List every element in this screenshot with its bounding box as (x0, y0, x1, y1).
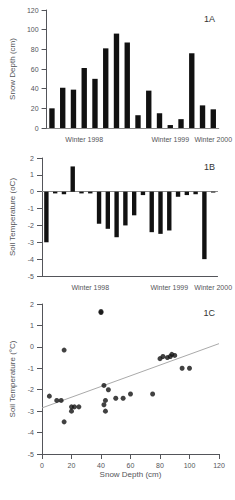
svg-text:120: 120 (27, 7, 39, 14)
svg-text:-2: -2 (28, 222, 34, 229)
svg-text:1C: 1C (203, 308, 215, 318)
svg-text:100: 100 (27, 26, 39, 33)
svg-text:-1: -1 (28, 205, 34, 212)
svg-text:0: 0 (30, 188, 34, 195)
svg-text:-5: -5 (28, 451, 34, 458)
svg-text:100: 100 (184, 462, 196, 469)
svg-text:1B: 1B (204, 162, 215, 172)
svg-text:2: 2 (30, 155, 34, 162)
svg-text:-4: -4 (28, 256, 34, 263)
svg-text:Snow Depth (cm): Snow Depth (cm) (100, 470, 162, 479)
svg-text:0: 0 (35, 125, 39, 132)
svg-text:40: 40 (97, 462, 105, 469)
svg-text:20: 20 (68, 462, 76, 469)
svg-text:-1: -1 (28, 365, 34, 372)
svg-text:120: 120 (213, 462, 225, 469)
svg-text:0: 0 (30, 343, 34, 350)
svg-text:80: 80 (31, 46, 39, 53)
svg-text:Winter 1999: Winter 1999 (150, 284, 188, 291)
svg-text:Winter 1998: Winter 1998 (71, 284, 109, 291)
svg-text:-3: -3 (28, 408, 34, 415)
svg-text:1A: 1A (204, 14, 215, 24)
svg-text:Winter 2000: Winter 2000 (194, 284, 232, 291)
svg-text:20: 20 (31, 105, 39, 112)
svg-text:60: 60 (31, 66, 39, 73)
svg-text:-3: -3 (28, 239, 34, 246)
svg-text:-5: -5 (28, 273, 34, 280)
svg-text:2: 2 (30, 301, 34, 308)
svg-text:Snow Depth (cm): Snow Depth (cm) (8, 38, 17, 100)
svg-text:80: 80 (156, 462, 164, 469)
svg-text:0: 0 (40, 462, 44, 469)
svg-text:Winter 1999: Winter 1999 (151, 136, 189, 143)
svg-text:-4: -4 (28, 429, 34, 436)
svg-text:-2: -2 (28, 386, 34, 393)
svg-text:Winter 2000: Winter 2000 (194, 136, 232, 143)
svg-text:Soil Temperature (oC): Soil Temperature (oC) (8, 178, 17, 256)
svg-text:1: 1 (30, 322, 34, 329)
svg-text:Winter 1998: Winter 1998 (65, 136, 103, 143)
svg-text:1: 1 (30, 171, 34, 178)
svg-text:40: 40 (31, 85, 39, 92)
svg-text:Soil Temperature (°C): Soil Temperature (°C) (8, 340, 17, 417)
svg-text:60: 60 (127, 462, 135, 469)
